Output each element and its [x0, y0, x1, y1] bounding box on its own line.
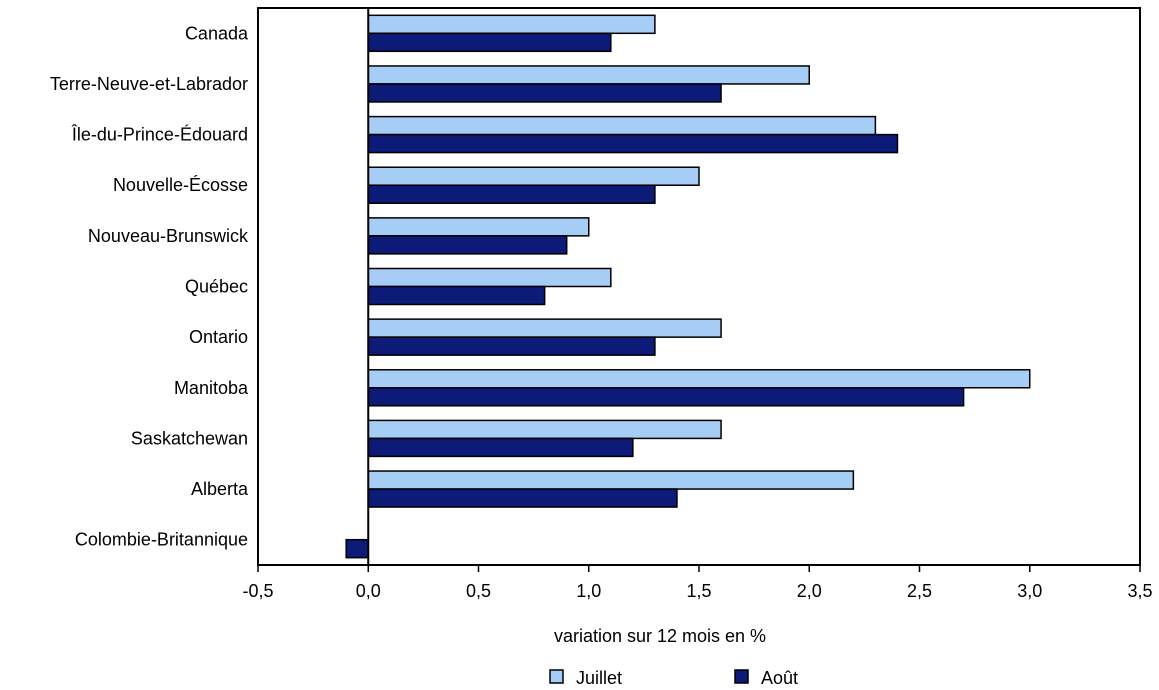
legend: Juillet Août — [549, 668, 798, 688]
bar-juillet — [367, 217, 590, 237]
x-tick-label: 3,5 — [1127, 581, 1152, 601]
bar-juillet — [367, 115, 877, 136]
bar-juillet — [367, 267, 612, 288]
legend-label-juillet: Juillet — [576, 668, 622, 688]
legend-label-aout: Août — [761, 668, 798, 688]
bar-aout — [367, 32, 612, 53]
category-label: Alberta — [191, 479, 249, 499]
category-label: Manitoba — [174, 378, 249, 398]
x-tick-label: 2,5 — [907, 581, 932, 601]
bar-juillet — [367, 369, 1031, 389]
category-label: Québec — [185, 277, 248, 297]
category-label: Canada — [185, 23, 249, 43]
bar-aout — [367, 235, 568, 255]
bar-aout — [367, 285, 546, 306]
x-tick-label: 0,5 — [466, 581, 491, 601]
category-label: Île-du-Prince-Édouard — [71, 125, 248, 145]
x-tick-label: 0,0 — [356, 581, 381, 601]
category-label: Nouveau-Brunswick — [88, 226, 249, 246]
bar-juillet — [367, 14, 656, 35]
x-axis-title: variation sur 12 mois en % — [554, 626, 766, 646]
category-label: Saskatchewan — [131, 428, 248, 448]
x-axis-ticks: -0,5 0,0 0,5 1,0 1,5 2,0 2,5 3,0 3,5 — [242, 565, 1153, 601]
legend-swatch-juillet — [549, 669, 564, 684]
bar-aout — [367, 387, 965, 407]
category-label: Nouvelle-Écosse — [113, 175, 248, 195]
bar-aout — [367, 488, 678, 508]
bar-aout — [367, 133, 899, 154]
category-label: Colombie-Britannique — [75, 530, 248, 550]
x-tick-label: 1,5 — [686, 581, 711, 601]
bar-aout — [367, 184, 656, 204]
legend-swatch-aout — [734, 669, 749, 684]
x-tick-label: 1,0 — [576, 581, 601, 601]
bar-juillet — [367, 470, 855, 490]
category-labels: Canada Terre-Neuve-et-Labrador Île-du-Prin… — [50, 23, 249, 549]
bar-aout — [367, 336, 656, 356]
bar-aout — [345, 538, 370, 559]
category-label: Ontario — [189, 327, 248, 347]
x-tick-label: -0,5 — [242, 581, 273, 601]
bar-juillet — [367, 318, 722, 338]
bar-juillet — [367, 65, 810, 85]
bars-group — [345, 14, 1031, 559]
bar-aout — [367, 83, 722, 103]
bar-juillet — [367, 419, 722, 440]
x-tick-label: 3,0 — [1017, 581, 1042, 601]
x-tick-label: 2,0 — [797, 581, 822, 601]
bar-juillet — [367, 166, 700, 186]
bar-aout — [367, 437, 634, 458]
category-label: Terre-Neuve-et-Labrador — [50, 74, 248, 94]
